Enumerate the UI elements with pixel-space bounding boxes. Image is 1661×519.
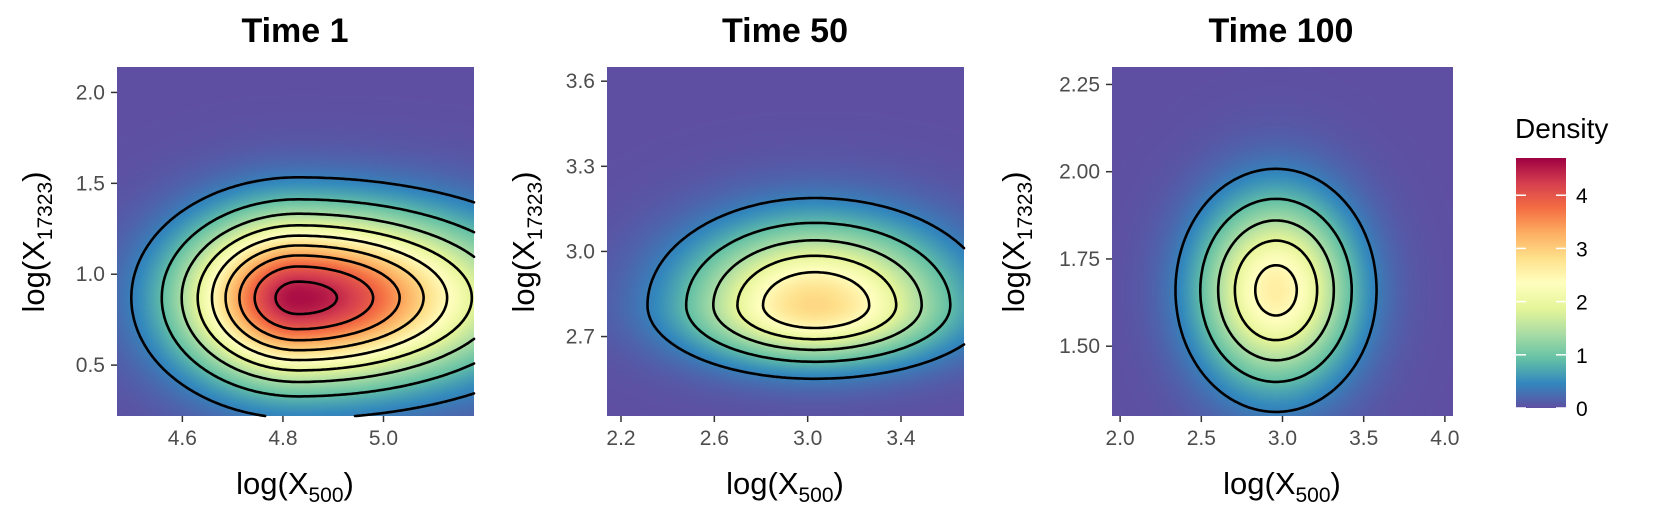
panel-title: Time 1 (241, 12, 348, 50)
y-tick-label: 3.3 (566, 155, 595, 178)
y-axis-label-subscript: 17323 (34, 182, 57, 240)
panel-time-1: Time 1 4.6 4.8 5.0 0.51.01.52.0 log(X500) … (16, 12, 476, 507)
x-axis-label-close: ) (1331, 466, 1341, 501)
y-axis-ticks: 0.5 1.0 1.5 2.0 (76, 81, 117, 377)
y-tick-label: 1.50 (1059, 335, 1100, 358)
legend-tick-label: 1 (1576, 345, 1588, 368)
contour-line (253, 265, 375, 331)
y-tick-label: 2.0 (76, 81, 105, 104)
contour-line (646, 196, 966, 381)
x-tick-label: 4.6 (168, 427, 197, 450)
y-axis-label-base: log(X (16, 240, 51, 313)
legend-tick-label: 4 (1576, 185, 1588, 208)
y-axis-label: log(X17323) (16, 171, 57, 312)
y-tick-label: 2.7 (566, 326, 595, 349)
contour-line (196, 224, 474, 372)
legend-ticks: 0 1 2 3 4 (1516, 185, 1588, 421)
contour-line (210, 234, 449, 362)
contour-line (761, 270, 871, 330)
panel-time-50: Time 50 2.2 2.6 3.0 3.4 2.73.03.33.6 log(X5… (506, 12, 966, 507)
x-tick-label: 4.0 (1430, 427, 1459, 450)
x-tick-label: 2.5 (1187, 427, 1216, 450)
y-axis-ticks: 2.7 3.0 3.3 3.6 (566, 70, 607, 349)
legend-title: Density (1515, 113, 1608, 144)
legend-tick-label: 0 (1576, 398, 1588, 421)
contour-line (1254, 264, 1299, 317)
contour-line (130, 176, 476, 418)
panel-time-100: Time 100 2.0 2.5 3.0 3.5 4.0 1.50 1.75 2.00 2.2… (996, 12, 1459, 507)
x-axis-label-subscript: 500 (1296, 484, 1331, 507)
contour-line (1199, 197, 1353, 384)
legend-tick-label: 3 (1576, 238, 1588, 261)
panel-title: Time 100 (1209, 12, 1354, 50)
y-tick-label: 1.0 (76, 263, 105, 286)
x-axis-label: log(X500) (1223, 466, 1341, 507)
contour-line (684, 221, 952, 364)
x-tick-label: 5.0 (369, 427, 398, 450)
y-tick-label: 1.5 (76, 172, 105, 195)
y-axis-label: log(X17323) (996, 171, 1037, 312)
y-tick-label: 1.75 (1059, 248, 1100, 271)
y-tick-label: 0.5 (76, 354, 105, 377)
x-axis-label-base: log(X (726, 466, 799, 501)
x-axis-label: log(X500) (726, 466, 844, 507)
y-axis-label-base: log(X (996, 240, 1031, 313)
legend-tick-label: 2 (1576, 292, 1588, 315)
x-tick-label: 2.2 (606, 427, 635, 450)
x-axis-ticks: 2.2 2.6 3.0 3.4 (606, 416, 916, 450)
contour-lines (646, 196, 966, 381)
y-axis-label: log(X17323) (506, 171, 547, 312)
y-axis-label-close: ) (996, 171, 1031, 181)
x-axis-ticks: 4.6 4.8 5.0 (168, 416, 398, 450)
legend-colorbar (1516, 158, 1566, 408)
panel-title: Time 50 (722, 12, 848, 50)
x-tick-label: 3.0 (793, 427, 822, 450)
contour-line (224, 244, 425, 352)
contour-line (160, 198, 476, 398)
contour-lines (130, 176, 476, 418)
contour-line (736, 254, 898, 341)
x-axis-label-subscript: 500 (309, 484, 344, 507)
contour-line (1233, 239, 1319, 342)
x-tick-label: 2.6 (700, 427, 729, 450)
x-axis-label-close: ) (834, 466, 844, 501)
x-tick-label: 3.5 (1349, 427, 1378, 450)
y-tick-label: 3.6 (566, 70, 595, 93)
x-axis-label-subscript: 500 (799, 484, 834, 507)
y-axis-ticks: 1.50 1.75 2.00 2.25 (1059, 73, 1112, 358)
density-legend: Density 0 1 2 3 4 (1515, 113, 1608, 421)
y-axis-label-subscript: 17323 (1014, 182, 1037, 240)
x-axis-ticks: 2.0 2.5 3.0 3.5 4.0 (1106, 416, 1459, 450)
x-axis-label: log(X500) (236, 466, 354, 507)
contour-lines (1174, 167, 1378, 414)
x-tick-label: 3.0 (1268, 427, 1297, 450)
density-heatmap (117, 67, 474, 416)
y-tick-label: 3.0 (566, 240, 595, 263)
contour-line (1174, 167, 1378, 414)
density-heatmap (607, 67, 964, 416)
contour-line (180, 212, 476, 384)
y-axis-label-close: ) (506, 171, 541, 181)
x-axis-label-close: ) (344, 466, 354, 501)
x-axis-label-base: log(X (1223, 466, 1296, 501)
contour-line (238, 254, 401, 342)
x-tick-label: 4.8 (268, 427, 297, 450)
x-tick-label: 3.4 (886, 427, 916, 450)
y-axis-label-close: ) (16, 171, 51, 181)
x-tick-label: 2.0 (1106, 427, 1135, 450)
y-tick-label: 2.25 (1059, 73, 1100, 96)
y-tick-label: 2.00 (1059, 161, 1100, 184)
contour-line (1216, 219, 1336, 362)
x-axis-label-base: log(X (236, 466, 309, 501)
y-axis-label-subscript: 17323 (524, 182, 547, 240)
y-axis-label-base: log(X (506, 240, 541, 313)
contour-line (274, 280, 339, 316)
contour-line (712, 239, 923, 352)
